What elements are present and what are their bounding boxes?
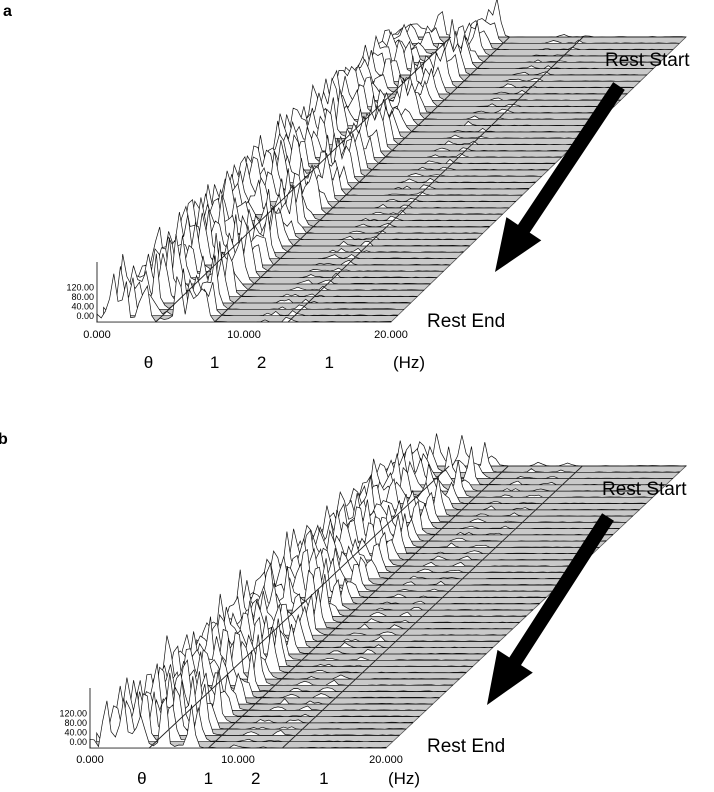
- rest-start-label: Rest Start: [602, 479, 687, 500]
- band-boundary-line: [155, 36, 452, 323]
- spectrum-surface-a: [96, 0, 687, 323]
- z-tick-label: 40.00: [64, 728, 87, 738]
- spectrum-trace: [209, 594, 507, 636]
- spectrum-trace: [156, 634, 454, 686]
- rest-end-label: Rest End: [427, 311, 505, 332]
- spectrum-trace: [369, 446, 667, 486]
- x-tick-label: 0.000: [76, 754, 104, 766]
- band-boundary-line: [214, 36, 510, 323]
- spectrum-trace: [352, 36, 648, 76]
- spectrum-trace: [391, 0, 687, 38]
- spectrum-trace: [316, 499, 614, 536]
- spectrum-trace: [222, 569, 520, 624]
- spectrum-trace: [376, 443, 674, 479]
- spectrum-trace: [216, 589, 513, 630]
- panel-letter-b: b: [0, 431, 8, 448]
- x-tick-label: 0.000: [83, 329, 111, 341]
- spectrum-trace: [103, 266, 398, 317]
- time-direction-arrow: [495, 82, 625, 272]
- x-tick-label: 10.000: [227, 329, 261, 341]
- spectrum-trace: [229, 580, 527, 617]
- spectrum-trace: [336, 475, 634, 517]
- spectrum-trace: [189, 613, 487, 655]
- spectrum-trace: [329, 491, 627, 523]
- z-tick-label: 80.00: [64, 718, 87, 728]
- spectrum-trace: [349, 474, 647, 504]
- band-label: θ: [144, 353, 153, 372]
- spectrum-trace: [102, 683, 400, 736]
- band-label: θ: [137, 769, 146, 788]
- rest-start-label: Rest Start: [605, 50, 690, 71]
- spectrum-trace: [309, 503, 607, 542]
- x-unit-label: (Hz): [388, 769, 420, 788]
- spectrum-trace: [136, 659, 434, 705]
- spectrum-trace: [302, 509, 600, 548]
- x-tick-label: 10.000: [221, 754, 255, 766]
- spectrum-surface-b: [88, 433, 688, 749]
- band-label: 1: [319, 769, 328, 788]
- z-tick-label: 120.00: [66, 283, 94, 293]
- rest-end-label: Rest End: [427, 736, 505, 757]
- spectrum-trace: [201, 170, 497, 222]
- spectrum-trace: [262, 547, 560, 586]
- spectrum-trace: [296, 514, 594, 555]
- spectrum-trace: [256, 548, 554, 592]
- spectrum-trace: [276, 528, 574, 573]
- band-label: 2: [257, 353, 266, 372]
- spectrum-trace: [96, 693, 393, 743]
- band-boundary-line: [282, 465, 583, 749]
- time-direction-arrow: [487, 513, 614, 705]
- band-label: 2: [251, 769, 260, 788]
- z-tick-label: 120.00: [59, 709, 87, 719]
- spectrum-trace: [89, 696, 387, 749]
- z-tick-label: 0.00: [76, 311, 94, 321]
- band-label: 1: [204, 769, 213, 788]
- spectrum-trace: [385, 18, 680, 44]
- spectrum-trace: [282, 529, 580, 567]
- spectrum-trace: [269, 531, 567, 580]
- panel-letter-a: a: [3, 3, 12, 20]
- x-unit-label: (Hz): [393, 353, 425, 372]
- spectrum-trace: [356, 458, 653, 498]
- band-boundary-line: [208, 465, 509, 749]
- x-tick-label: 20.000: [374, 329, 408, 341]
- band-label: 1: [325, 353, 334, 372]
- band-boundary-line: [148, 465, 450, 749]
- z-tick-label: 0.00: [69, 737, 87, 747]
- z-tick-label: 40.00: [71, 302, 94, 312]
- spectrum-trace: [286, 97, 582, 139]
- z-tick-label: 80.00: [71, 292, 94, 302]
- spectrum-trace: [289, 524, 587, 561]
- spectrum-trace: [169, 626, 467, 674]
- spectrum-trace: [96, 273, 392, 323]
- spectrum-trace: [162, 631, 460, 680]
- spectrum-trace: [306, 77, 602, 120]
- spectrum-trace: [319, 69, 615, 108]
- x-tick-label: 20.000: [369, 754, 403, 766]
- band-boundary-line: [287, 36, 584, 323]
- spectrum-trace: [389, 433, 687, 467]
- band-label: 1: [210, 353, 219, 372]
